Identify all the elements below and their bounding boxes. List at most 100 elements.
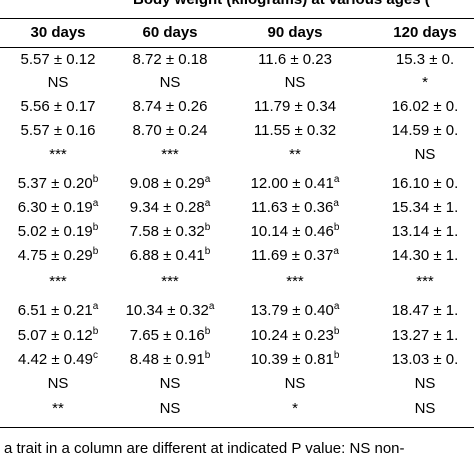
table-cell: NS <box>159 400 181 417</box>
table-cell: 5.57 ± 0.12 <box>20 51 96 68</box>
table-cell: 6.51 ± 0.21a <box>18 302 99 320</box>
table-cell: ** <box>52 400 64 417</box>
table-cell: 11.79 ± 0.34 <box>253 98 337 115</box>
cell-value: 7.58 ± 0.32 <box>129 223 205 240</box>
rule <box>0 47 474 48</box>
table-cell: 13.27 ± 1. <box>391 327 459 344</box>
cell-superscript: b <box>333 350 340 361</box>
cell-value: 10.34 ± 0.32 <box>125 302 209 319</box>
table-cell: *** <box>416 273 434 290</box>
table-cell: 5.57 ± 0.16 <box>20 122 96 139</box>
table-cell: 8.70 ± 0.24 <box>132 122 208 139</box>
table-cell: 13.03 ± 0. <box>391 351 459 368</box>
column-header: 90 days <box>267 24 323 41</box>
cell-superscript: b <box>92 326 99 337</box>
cell-value: 10.14 ± 0.46 <box>250 223 334 240</box>
cell-value: 13.79 ± 0.40 <box>250 302 334 319</box>
cell-value: 12.00 ± 0.41 <box>250 175 334 192</box>
table-cell: 12.00 ± 0.41a <box>251 175 340 193</box>
table-cell: NS <box>159 375 181 392</box>
cell-value: 5.02 ± 0.19 <box>17 223 93 240</box>
table-cell: NS <box>414 375 436 392</box>
cell-superscript: c <box>92 350 98 361</box>
table-cell: 13.79 ± 0.40a <box>251 302 340 320</box>
table-cell: * <box>422 74 428 91</box>
cell-superscript: a <box>92 301 99 312</box>
cell-superscript: a <box>333 246 339 257</box>
cell-value: 7.65 ± 0.16 <box>129 327 205 344</box>
table-cell: 11.69 ± 0.37a <box>251 247 339 265</box>
table-cell: *** <box>161 146 179 163</box>
cell-superscript: a <box>204 174 211 185</box>
table-cell: 10.39 ± 0.81b <box>251 351 340 369</box>
cell-superscript: a <box>333 301 340 312</box>
cell-value: 10.39 ± 0.81 <box>250 351 334 368</box>
table-cell: 7.58 ± 0.32b <box>130 223 211 241</box>
table-cell: 4.42 ± 0.49c <box>18 351 98 369</box>
table-cell: 5.07 ± 0.12b <box>18 327 99 345</box>
cell-value: 6.30 ± 0.19 <box>17 199 93 216</box>
cell-value: 5.37 ± 0.20 <box>17 175 93 192</box>
table-cell: 18.47 ± 1. <box>391 302 459 319</box>
cell-superscript: b <box>92 246 99 257</box>
cell-value: 6.51 ± 0.21 <box>17 302 93 319</box>
table-cell: NS <box>47 74 69 91</box>
table-title: Body weight (kilograms) at various ages … <box>133 0 430 9</box>
cell-superscript: b <box>92 222 99 233</box>
table-cell: NS <box>414 146 436 163</box>
cell-value: 9.08 ± 0.29 <box>129 175 205 192</box>
cell-superscript: b <box>204 222 211 233</box>
table-cell: 11.55 ± 0.32 <box>253 122 337 139</box>
cell-superscript: b <box>204 246 211 257</box>
cell-value: 11.69 ± 0.37 <box>251 247 334 264</box>
cell-superscript: a <box>208 301 215 312</box>
cell-superscript: a <box>204 198 211 209</box>
table-cell: 8.74 ± 0.26 <box>132 98 208 115</box>
cell-superscript: b <box>333 222 340 233</box>
cell-value: 11.63 ± 0.36 <box>251 199 334 216</box>
table-cell: 14.30 ± 1. <box>391 247 459 264</box>
cell-value: 9.34 ± 0.28 <box>129 199 205 216</box>
table-cell: 4.75 ± 0.29b <box>18 247 99 265</box>
table-cell: 8.72 ± 0.18 <box>132 51 208 68</box>
table-cell: NS <box>284 375 306 392</box>
table-cell: *** <box>286 273 304 290</box>
table-cell: 9.08 ± 0.29a <box>130 175 211 193</box>
cell-superscript: a <box>333 174 340 185</box>
table-cell: 15.34 ± 1. <box>391 199 459 216</box>
cell-value: 4.42 ± 0.49 <box>18 351 93 368</box>
cell-value: 4.75 ± 0.29 <box>17 247 93 264</box>
table-cell: *** <box>49 146 67 163</box>
table-cell: NS <box>284 74 306 91</box>
table-cell: 9.34 ± 0.28a <box>130 199 211 217</box>
cell-superscript: b <box>92 174 99 185</box>
cell-superscript: b <box>204 350 211 361</box>
table-cell: 10.24 ± 0.23b <box>251 327 340 345</box>
column-header: 60 days <box>142 24 198 41</box>
table-cell: 10.34 ± 0.32a <box>126 302 215 320</box>
table-cell: 5.02 ± 0.19b <box>18 223 99 241</box>
cell-superscript: a <box>92 198 99 209</box>
footnote: a trait in a column are different at ind… <box>4 440 405 457</box>
table-cell: 11.6 ± 0.23 <box>258 51 332 68</box>
table-cell: 5.37 ± 0.20b <box>18 175 99 193</box>
table-cell: 10.14 ± 0.46b <box>251 223 340 241</box>
table-cell: 13.14 ± 1. <box>391 223 459 240</box>
table-cell: 8.48 ± 0.91b <box>130 351 211 369</box>
column-header: 30 days <box>30 24 86 41</box>
table-cell: 6.30 ± 0.19a <box>18 199 99 217</box>
table-cell: ** <box>289 146 301 163</box>
table-cell: NS <box>414 400 436 417</box>
cell-superscript: b <box>204 326 211 337</box>
table-cell: 6.88 ± 0.41b <box>130 247 211 265</box>
table-cell: NS <box>159 74 181 91</box>
cell-superscript: a <box>333 198 339 209</box>
table-cell: 11.63 ± 0.36a <box>251 199 339 217</box>
cell-value: 8.48 ± 0.91 <box>129 351 205 368</box>
table-cell: 15.3 ± 0. <box>395 51 455 68</box>
rule <box>0 427 474 428</box>
table-cell: 5.56 ± 0.17 <box>20 98 96 115</box>
cell-superscript: b <box>333 326 340 337</box>
table-cell: 14.59 ± 0. <box>391 122 459 139</box>
